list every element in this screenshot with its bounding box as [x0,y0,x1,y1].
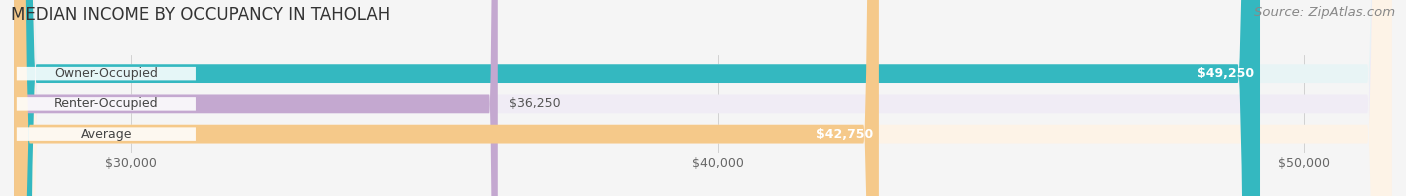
Text: $36,250: $36,250 [509,97,561,110]
Text: Owner-Occupied: Owner-Occupied [55,67,159,80]
Text: $42,750: $42,750 [815,128,873,141]
FancyBboxPatch shape [17,127,195,141]
FancyBboxPatch shape [14,0,1392,196]
FancyBboxPatch shape [14,0,1392,196]
Text: Source: ZipAtlas.com: Source: ZipAtlas.com [1254,6,1395,19]
FancyBboxPatch shape [14,0,498,196]
FancyBboxPatch shape [14,0,879,196]
Text: Average: Average [80,128,132,141]
FancyBboxPatch shape [17,67,195,80]
Text: MEDIAN INCOME BY OCCUPANCY IN TAHOLAH: MEDIAN INCOME BY OCCUPANCY IN TAHOLAH [11,6,391,24]
Text: $49,250: $49,250 [1198,67,1254,80]
Text: Renter-Occupied: Renter-Occupied [53,97,159,110]
FancyBboxPatch shape [14,0,1392,196]
FancyBboxPatch shape [17,97,195,111]
FancyBboxPatch shape [14,0,1260,196]
